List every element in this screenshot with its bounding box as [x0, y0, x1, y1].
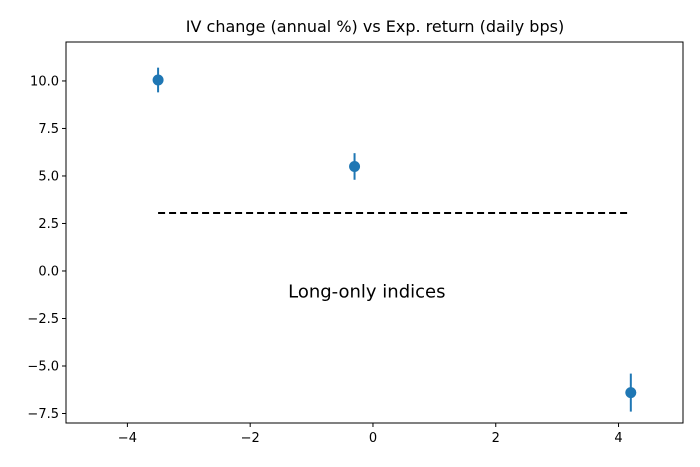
chart-title: IV change (annual %) vs Exp. return (dai… — [186, 17, 564, 36]
y-tick-label: −5.0 — [27, 359, 59, 374]
plot-frame — [65, 41, 684, 424]
plot-area — [152, 67, 637, 412]
x-tick-label: −2 — [241, 431, 260, 446]
x-tick-label: 4 — [614, 431, 622, 446]
y-tick-label: 2.5 — [38, 217, 59, 232]
y-tick-label: 5.0 — [38, 169, 59, 184]
y-tick-label: −7.5 — [27, 407, 59, 422]
x-axis: −4 −2 0 2 4 — [118, 423, 623, 446]
x-tick-label: −4 — [118, 431, 137, 446]
data-point — [625, 387, 637, 399]
annotation-label: Long-only indices — [288, 282, 445, 303]
x-tick-label: 2 — [492, 431, 500, 446]
data-point — [152, 74, 164, 86]
y-tick-label: −2.5 — [27, 312, 59, 327]
y-tick-label: 7.5 — [38, 122, 59, 137]
x-tick-label: 0 — [369, 431, 377, 446]
y-tick-label: 0.0 — [38, 264, 59, 279]
y-tick-label: 10.0 — [30, 74, 59, 89]
data-point — [349, 160, 361, 172]
y-axis: 10.0 7.5 5.0 2.5 0.0 −2.5 −5.0 −7.5 — [27, 74, 66, 422]
